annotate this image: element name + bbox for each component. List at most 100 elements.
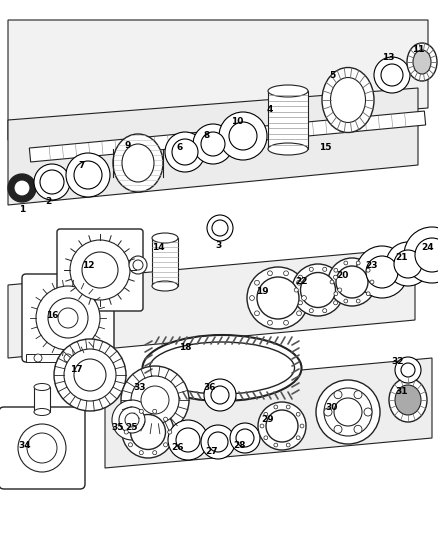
Circle shape xyxy=(356,299,360,303)
Text: 28: 28 xyxy=(234,440,246,449)
Text: 22: 22 xyxy=(296,278,308,287)
Circle shape xyxy=(394,250,422,278)
Circle shape xyxy=(334,398,362,426)
Circle shape xyxy=(334,275,338,279)
Circle shape xyxy=(298,301,303,305)
Ellipse shape xyxy=(122,144,154,182)
Ellipse shape xyxy=(258,402,306,450)
Circle shape xyxy=(364,408,372,416)
Text: 10: 10 xyxy=(231,117,243,126)
Ellipse shape xyxy=(247,267,309,329)
Circle shape xyxy=(153,450,157,455)
Circle shape xyxy=(125,413,139,427)
Polygon shape xyxy=(8,88,418,205)
Circle shape xyxy=(48,298,88,338)
Circle shape xyxy=(260,424,264,428)
Circle shape xyxy=(298,275,303,279)
Bar xyxy=(268,91,308,149)
Circle shape xyxy=(168,420,208,460)
Circle shape xyxy=(66,153,110,197)
Circle shape xyxy=(129,256,147,274)
Circle shape xyxy=(163,443,168,447)
Circle shape xyxy=(330,280,334,284)
Circle shape xyxy=(366,268,370,272)
Circle shape xyxy=(264,413,268,416)
Bar xyxy=(34,387,50,412)
Circle shape xyxy=(284,271,289,276)
Circle shape xyxy=(124,430,128,434)
Circle shape xyxy=(296,413,300,416)
Text: 35: 35 xyxy=(112,424,124,432)
Circle shape xyxy=(415,238,438,272)
Circle shape xyxy=(165,132,205,172)
Text: 13: 13 xyxy=(382,53,394,62)
Circle shape xyxy=(284,320,289,325)
Circle shape xyxy=(395,357,421,383)
Ellipse shape xyxy=(389,378,427,422)
Circle shape xyxy=(268,320,272,325)
Circle shape xyxy=(34,164,70,200)
Circle shape xyxy=(168,430,172,434)
Circle shape xyxy=(374,57,410,93)
Circle shape xyxy=(139,450,143,455)
Ellipse shape xyxy=(34,384,50,391)
Circle shape xyxy=(286,443,290,447)
Text: 3: 3 xyxy=(215,240,221,249)
Polygon shape xyxy=(8,20,428,140)
Circle shape xyxy=(334,301,338,305)
Circle shape xyxy=(294,288,298,292)
Circle shape xyxy=(236,429,254,447)
Circle shape xyxy=(34,354,42,362)
Circle shape xyxy=(324,408,332,416)
Circle shape xyxy=(128,417,132,421)
Circle shape xyxy=(334,268,338,272)
Circle shape xyxy=(316,380,380,444)
Circle shape xyxy=(94,354,102,362)
Ellipse shape xyxy=(336,266,368,298)
Circle shape xyxy=(139,409,143,414)
Circle shape xyxy=(64,349,116,401)
Circle shape xyxy=(131,376,179,424)
Circle shape xyxy=(401,363,415,377)
Ellipse shape xyxy=(152,233,178,243)
Circle shape xyxy=(64,354,72,362)
Text: 16: 16 xyxy=(46,311,58,319)
Circle shape xyxy=(70,240,130,300)
Text: 31: 31 xyxy=(396,387,408,397)
Circle shape xyxy=(153,409,157,414)
Ellipse shape xyxy=(322,68,374,133)
Circle shape xyxy=(268,271,272,276)
Circle shape xyxy=(201,425,235,459)
Circle shape xyxy=(193,124,233,164)
Text: 9: 9 xyxy=(125,141,131,149)
Text: 26: 26 xyxy=(172,443,184,453)
Circle shape xyxy=(334,391,342,399)
Text: 34: 34 xyxy=(19,440,31,449)
Circle shape xyxy=(366,256,398,288)
Circle shape xyxy=(356,261,360,265)
Text: 1: 1 xyxy=(19,206,25,214)
Polygon shape xyxy=(105,358,432,468)
Circle shape xyxy=(141,386,169,414)
Ellipse shape xyxy=(300,272,336,308)
Circle shape xyxy=(172,139,198,165)
Circle shape xyxy=(54,339,126,411)
Circle shape xyxy=(250,296,254,301)
Text: 23: 23 xyxy=(366,261,378,270)
Circle shape xyxy=(82,252,118,288)
Text: 24: 24 xyxy=(422,244,434,253)
Text: 25: 25 xyxy=(126,424,138,432)
Text: 18: 18 xyxy=(179,343,191,352)
Text: 32: 32 xyxy=(392,358,404,367)
Circle shape xyxy=(211,386,229,404)
FancyBboxPatch shape xyxy=(57,229,143,311)
Ellipse shape xyxy=(292,264,344,316)
Circle shape xyxy=(370,280,374,284)
Circle shape xyxy=(254,280,259,285)
Text: 6: 6 xyxy=(177,143,183,152)
Circle shape xyxy=(323,309,327,313)
Text: 33: 33 xyxy=(134,384,146,392)
Text: 8: 8 xyxy=(204,131,210,140)
Ellipse shape xyxy=(328,258,376,306)
Circle shape xyxy=(297,280,301,285)
